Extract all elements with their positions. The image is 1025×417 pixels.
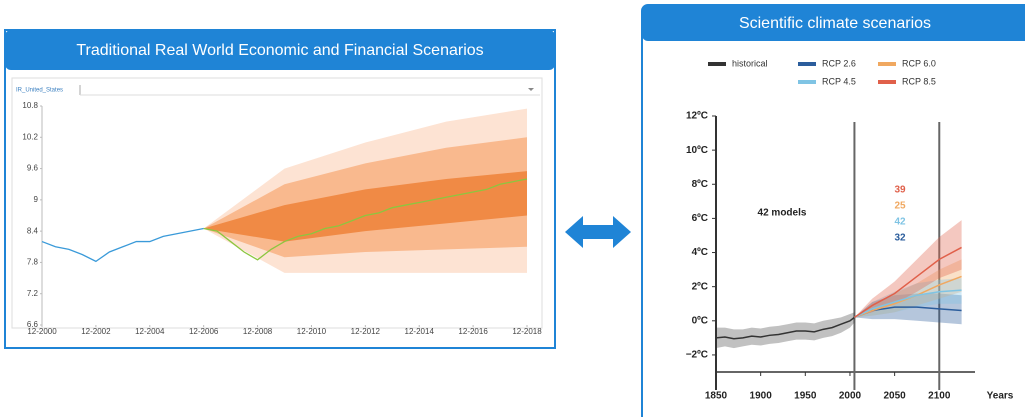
series-line — [41, 227, 204, 263]
right-title: Scientific climate scenarios — [739, 15, 931, 32]
series-line — [715, 316, 855, 340]
y-tick-label: −2ºC — [686, 350, 708, 361]
legend-label: RCP 6.0 — [902, 58, 936, 68]
legend-label: RCP 2.6 — [822, 58, 856, 68]
legend-label: RCP 8.5 — [902, 76, 936, 86]
y-tick-label: 6.6 — [27, 320, 39, 329]
legend-label: RCP 4.5 — [822, 76, 856, 86]
dropdown-caret[interactable] — [528, 88, 534, 91]
y-tick-label: 0ºC — [692, 315, 708, 326]
x-tick-label: 12-2006 — [189, 327, 219, 336]
right-header — [642, 5, 1025, 41]
x-tick-label: 12-2018 — [512, 327, 542, 336]
y-tick-label: 12ºC — [686, 111, 708, 122]
left-header — [5, 30, 555, 70]
x-axis-label: Years — [987, 391, 1014, 402]
y-tick-label: 10.2 — [22, 132, 38, 141]
x-tick-label: 12-2012 — [351, 327, 381, 336]
left-chart: 6.6 7.2 7.8 8.4 9 9.6 10.2 10.8 12-2000 12-2002 12… — [22, 101, 542, 336]
x-tick-label: 12-2000 — [27, 327, 57, 336]
x-tick-label: 12-2016 — [458, 327, 488, 336]
series-line — [854, 289, 962, 319]
y-tick-label: 10.8 — [22, 101, 38, 110]
series-line — [203, 178, 528, 261]
uncertainty-band — [854, 259, 962, 318]
model-count: 39 — [894, 185, 906, 196]
series-line — [854, 246, 962, 319]
x-tick-label: 2100 — [928, 391, 951, 402]
y-tick-label: 8ºC — [692, 179, 708, 190]
y-tick-label: 6ºC — [692, 213, 708, 224]
uncertainty-band — [716, 312, 855, 349]
y-tick-label: 7.2 — [27, 289, 39, 298]
x-tick-label: 12-2014 — [405, 327, 435, 336]
y-tick-label: 8.4 — [27, 226, 39, 235]
series-line — [854, 275, 962, 319]
model-count: 25 — [894, 201, 906, 212]
selector-label[interactable]: IR_United_States — [16, 88, 63, 94]
y-tick-label: 7.8 — [27, 258, 39, 267]
right-chart: historical RCP 2.6 RCP 6.0 RCP 4.5 RCP 8.5 −2… — [686, 58, 1014, 401]
x-tick-label: 12-2010 — [297, 327, 327, 336]
uncertainty-band — [854, 220, 962, 318]
double-arrow — [565, 216, 631, 248]
annotation: 42 models — [758, 208, 807, 219]
x-tick-label: 12-2004 — [135, 327, 165, 336]
x-tick-label: 1950 — [794, 391, 817, 402]
x-tick-label: 2050 — [883, 391, 906, 402]
y-tick-label: 10ºC — [686, 145, 708, 156]
x-tick-label: 2000 — [839, 391, 862, 402]
x-tick-label: 12-2002 — [81, 327, 111, 336]
y-tick-label: 9 — [34, 195, 39, 204]
fan-band — [203, 171, 527, 242]
x-tick-label: 1900 — [750, 391, 773, 402]
x-tick-label: 1850 — [705, 391, 728, 402]
x-tick-label: 12-2008 — [243, 327, 273, 336]
model-count: 42 — [894, 217, 906, 228]
legend-label: historical — [732, 58, 768, 68]
model-count: 32 — [894, 233, 906, 244]
y-tick-label: 4ºC — [692, 247, 708, 258]
y-tick-label: 2ºC — [692, 281, 708, 292]
left-title: Traditional Real World Economic and Fina… — [76, 42, 483, 59]
y-tick-label: 9.6 — [27, 164, 39, 173]
